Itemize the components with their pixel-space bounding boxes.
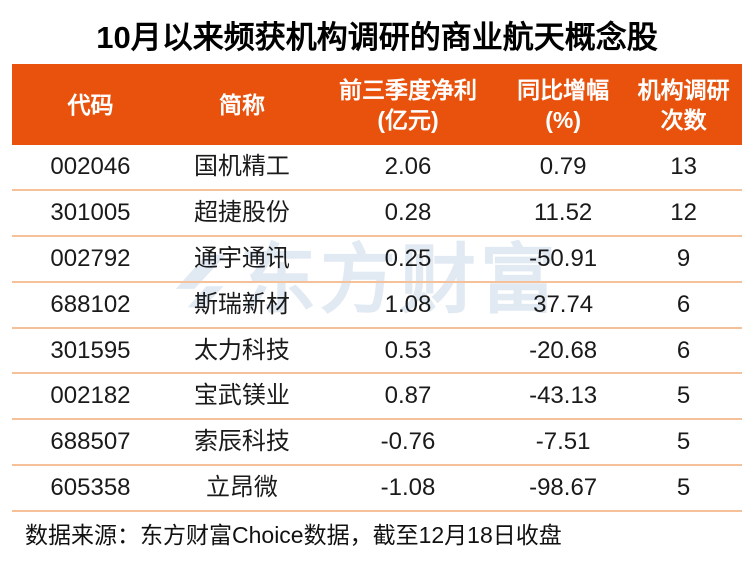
cell-name: 立昂微 — [205, 474, 278, 502]
data-source-note: 数据来源：东方财富Choice数据，截至12月18日收盘 — [25, 522, 562, 548]
cell-surveys: 6 — [676, 336, 691, 364]
cell-yoy: 37.74 — [533, 290, 594, 318]
cell-yoy: -98.67 — [529, 474, 598, 502]
cell-code: 301595 — [50, 336, 131, 364]
table-row: 002182 宝武镁业 0.87 -43.13 5 — [12, 374, 742, 421]
cell-surveys: 9 — [676, 244, 691, 272]
cell-profit: 0.53 — [384, 336, 432, 364]
cell-surveys: 12 — [670, 198, 697, 226]
header-cell-yoy: 同比增幅 (%) — [501, 75, 625, 135]
cell-name: 索辰科技 — [193, 428, 290, 456]
cell-name: 通宇通讯 — [193, 244, 290, 272]
cell-code: 605358 — [50, 474, 131, 502]
table-row: 002046 国机精工 2.06 0.79 13 — [12, 145, 742, 191]
cell-code: 002046 — [50, 152, 131, 180]
table-row: 688507 索辰科技 -0.76 -7.51 5 — [12, 420, 742, 467]
cell-code: 002182 — [50, 382, 131, 410]
cell-name: 斯瑞新材 — [193, 290, 290, 318]
cell-profit: 0.25 — [384, 244, 432, 272]
header-cell-name: 简称 — [169, 90, 315, 120]
cell-yoy: -7.51 — [535, 428, 591, 456]
cell-yoy: 11.52 — [533, 198, 593, 226]
cell-surveys: 6 — [676, 290, 691, 318]
cell-name: 太力科技 — [193, 336, 290, 364]
header-line2: 次数 — [660, 106, 707, 133]
cell-yoy: -50.91 — [529, 244, 598, 272]
cell-yoy: 0.79 — [539, 152, 587, 180]
cell-code: 301005 — [50, 198, 131, 226]
table-header-row: 代码 简称 前三季度净利 (亿元) 同比增幅 (%) 机构调研 次数 — [12, 64, 742, 145]
eastmoney-logo-watermark-icon — [175, 254, 227, 308]
cell-yoy: -43.13 — [529, 382, 598, 410]
cell-surveys: 5 — [676, 428, 691, 456]
cell-profit: -1.08 — [380, 474, 436, 502]
table-row: 605358 立昂微 -1.08 -98.67 5 — [12, 466, 742, 513]
cell-name: 国机精工 — [193, 152, 290, 180]
header-line1: 机构调研 — [637, 76, 730, 103]
cell-profit: 0.87 — [384, 382, 432, 410]
watermark-text: 东方财富 — [240, 238, 560, 323]
cell-code: 688507 — [50, 428, 131, 456]
header-line2: (%) — [545, 106, 582, 133]
header-cell-code: 代码 — [12, 90, 169, 120]
header-line1: 前三季度净利 — [339, 76, 477, 103]
table-row: 002792 通宇通讯 0.25 -50.91 9 — [12, 237, 742, 283]
stocks-table: 代码 简称 前三季度净利 (亿元) 同比增幅 (%) 机构调研 次数 00204… — [12, 64, 742, 513]
cell-profit: 0.28 — [384, 198, 432, 226]
cell-name: 超捷股份 — [193, 198, 290, 226]
cell-code: 688102 — [50, 290, 131, 318]
cell-surveys: 5 — [676, 474, 691, 502]
header-line1: 代码 — [67, 91, 114, 118]
cell-profit: -0.76 — [380, 428, 436, 456]
table-row: 301595 太力科技 0.53 -20.68 6 — [12, 329, 742, 375]
header-line1: 同比增幅 — [517, 76, 610, 103]
header-cell-profit: 前三季度净利 (亿元) — [315, 75, 501, 135]
page-title: 10月以来频获机构调研的商业航天概念股 — [96, 20, 658, 55]
cell-name: 宝武镁业 — [193, 382, 290, 410]
watermark: 东方财富 — [168, 243, 560, 319]
header-line2: (亿元) — [377, 106, 439, 133]
cell-surveys: 13 — [670, 152, 697, 180]
header-line1: 简称 — [218, 91, 265, 118]
table-row: 301005 超捷股份 0.28 11.52 12 — [12, 191, 742, 237]
header-cell-surveys: 机构调研 次数 — [625, 75, 742, 135]
cell-profit: 1.08 — [384, 290, 432, 318]
cell-profit: 2.06 — [384, 152, 432, 180]
cell-surveys: 5 — [676, 382, 691, 410]
cell-yoy: -20.68 — [529, 336, 598, 364]
table-row: 688102 斯瑞新材 1.08 37.74 6 — [12, 283, 742, 329]
cell-code: 002792 — [50, 244, 131, 272]
